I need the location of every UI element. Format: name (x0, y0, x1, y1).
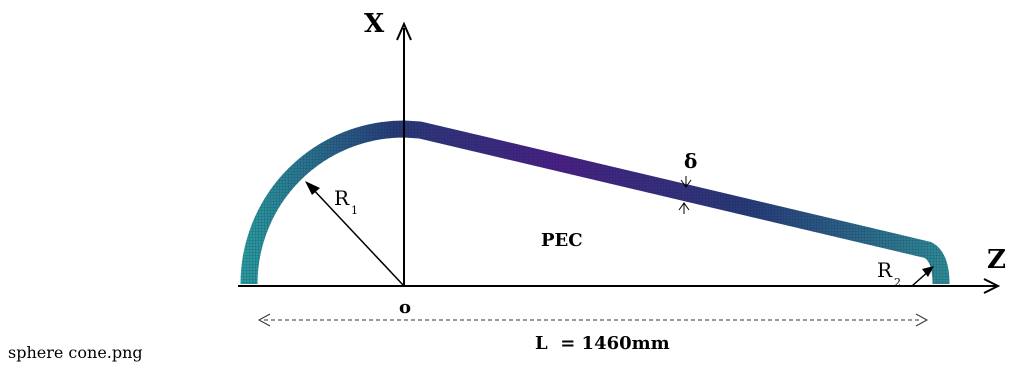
x-axis-arrowhead (396, 21, 412, 41)
r1-radius-line (309, 185, 405, 287)
length-label: L = 1460mm (535, 333, 670, 354)
pec-label: PEC (541, 230, 583, 251)
delta-top-arrowhead (680, 179, 692, 188)
origin-label: o (399, 297, 411, 318)
r2-subscript: 2 (894, 276, 901, 289)
z-axis-label: Z (987, 245, 1006, 275)
shell-mesh (240, 120, 950, 285)
length-right-arrowhead (915, 313, 929, 327)
delta-bottom-arrowhead (678, 202, 690, 211)
delta-label: δ (684, 149, 697, 173)
r1-arrowhead (305, 181, 320, 195)
r2-label: R (877, 258, 893, 282)
x-axis-label: X (364, 9, 385, 39)
z-axis-arrowhead (983, 278, 1001, 294)
r2-arrowhead (922, 266, 934, 277)
r1-label: R (334, 186, 350, 210)
length-left-arrowhead (257, 313, 271, 327)
image-caption: sphere cone.png (8, 343, 143, 362)
r1-subscript: 1 (351, 204, 358, 217)
